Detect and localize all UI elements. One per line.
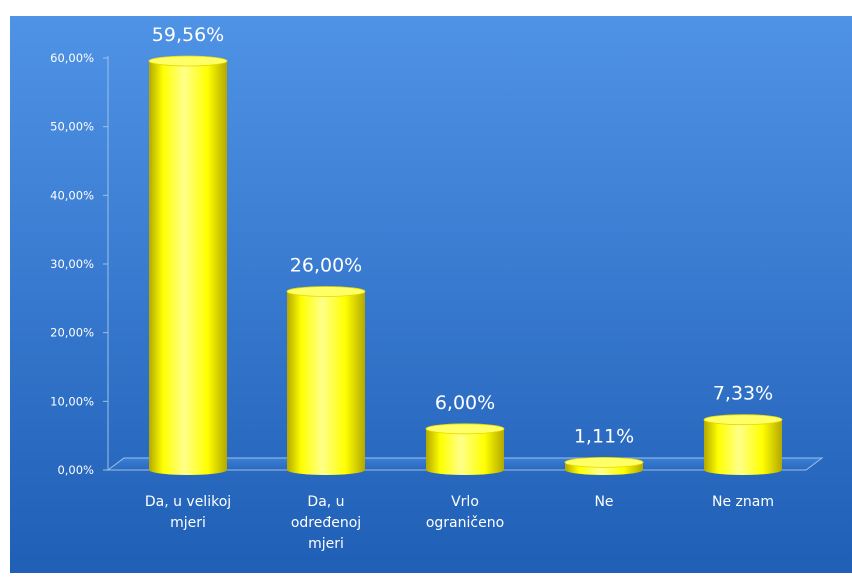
bar-base: [704, 465, 782, 475]
bar-top: [564, 456, 644, 468]
y-tick-label: 30,00%: [50, 257, 94, 271]
y-tick-label: 60,00%: [50, 51, 94, 65]
bar-top: [286, 286, 366, 297]
y-tick-label: 50,00%: [50, 120, 94, 134]
data-label: 1,11%: [574, 425, 634, 447]
x-category-label: Da, u velikoj mjeri: [145, 494, 231, 531]
x-category-label-line: Da, u: [307, 494, 344, 510]
x-category-label: Ne: [594, 494, 613, 510]
bar-top: [703, 414, 783, 426]
bar-body: [426, 428, 504, 470]
bar-body: [149, 61, 227, 470]
bar-base: [287, 465, 365, 475]
data-label: 7,33%: [713, 383, 773, 405]
bar-base: [565, 465, 643, 475]
y-tick-label: 20,00%: [50, 326, 94, 340]
x-category-label-line: Ne: [594, 494, 613, 510]
bar-3: [425, 423, 505, 475]
data-label: 26,00%: [290, 254, 362, 276]
y-tick-label: 40,00%: [50, 188, 94, 202]
bar-base: [426, 465, 504, 475]
data-label: 59,56%: [152, 24, 224, 46]
x-category-label-line: određenoj: [291, 515, 361, 531]
y-tick-label: 0,00%: [57, 463, 94, 477]
data-label: 6,00%: [435, 392, 495, 414]
bar-2: [286, 286, 366, 475]
x-category-label: Da, u određenoj mjeri: [291, 494, 361, 552]
x-category-label: Vrlo ograničeno: [426, 494, 504, 531]
x-category-label-line: mjeri: [308, 536, 344, 552]
x-category-label-line: Da, u velikoj: [145, 494, 231, 510]
bar-1: [148, 55, 228, 475]
bar-top: [148, 55, 228, 67]
x-category-label-line: mjeri: [170, 515, 206, 531]
x-category-label-line: ograničeno: [426, 515, 504, 531]
bar-base: [149, 465, 227, 475]
x-category-label-line: Vrlo: [451, 494, 479, 510]
bar-body: [704, 419, 782, 470]
bar-5: [703, 414, 783, 475]
x-category-label-line: Ne znam: [712, 494, 774, 510]
plot-background: [10, 16, 852, 573]
y-tick-label: 10,00%: [50, 394, 94, 408]
x-category-label: Ne znam: [712, 494, 774, 510]
bar-4: [564, 456, 644, 475]
bar-top: [425, 423, 505, 435]
bar-body: [287, 291, 365, 470]
